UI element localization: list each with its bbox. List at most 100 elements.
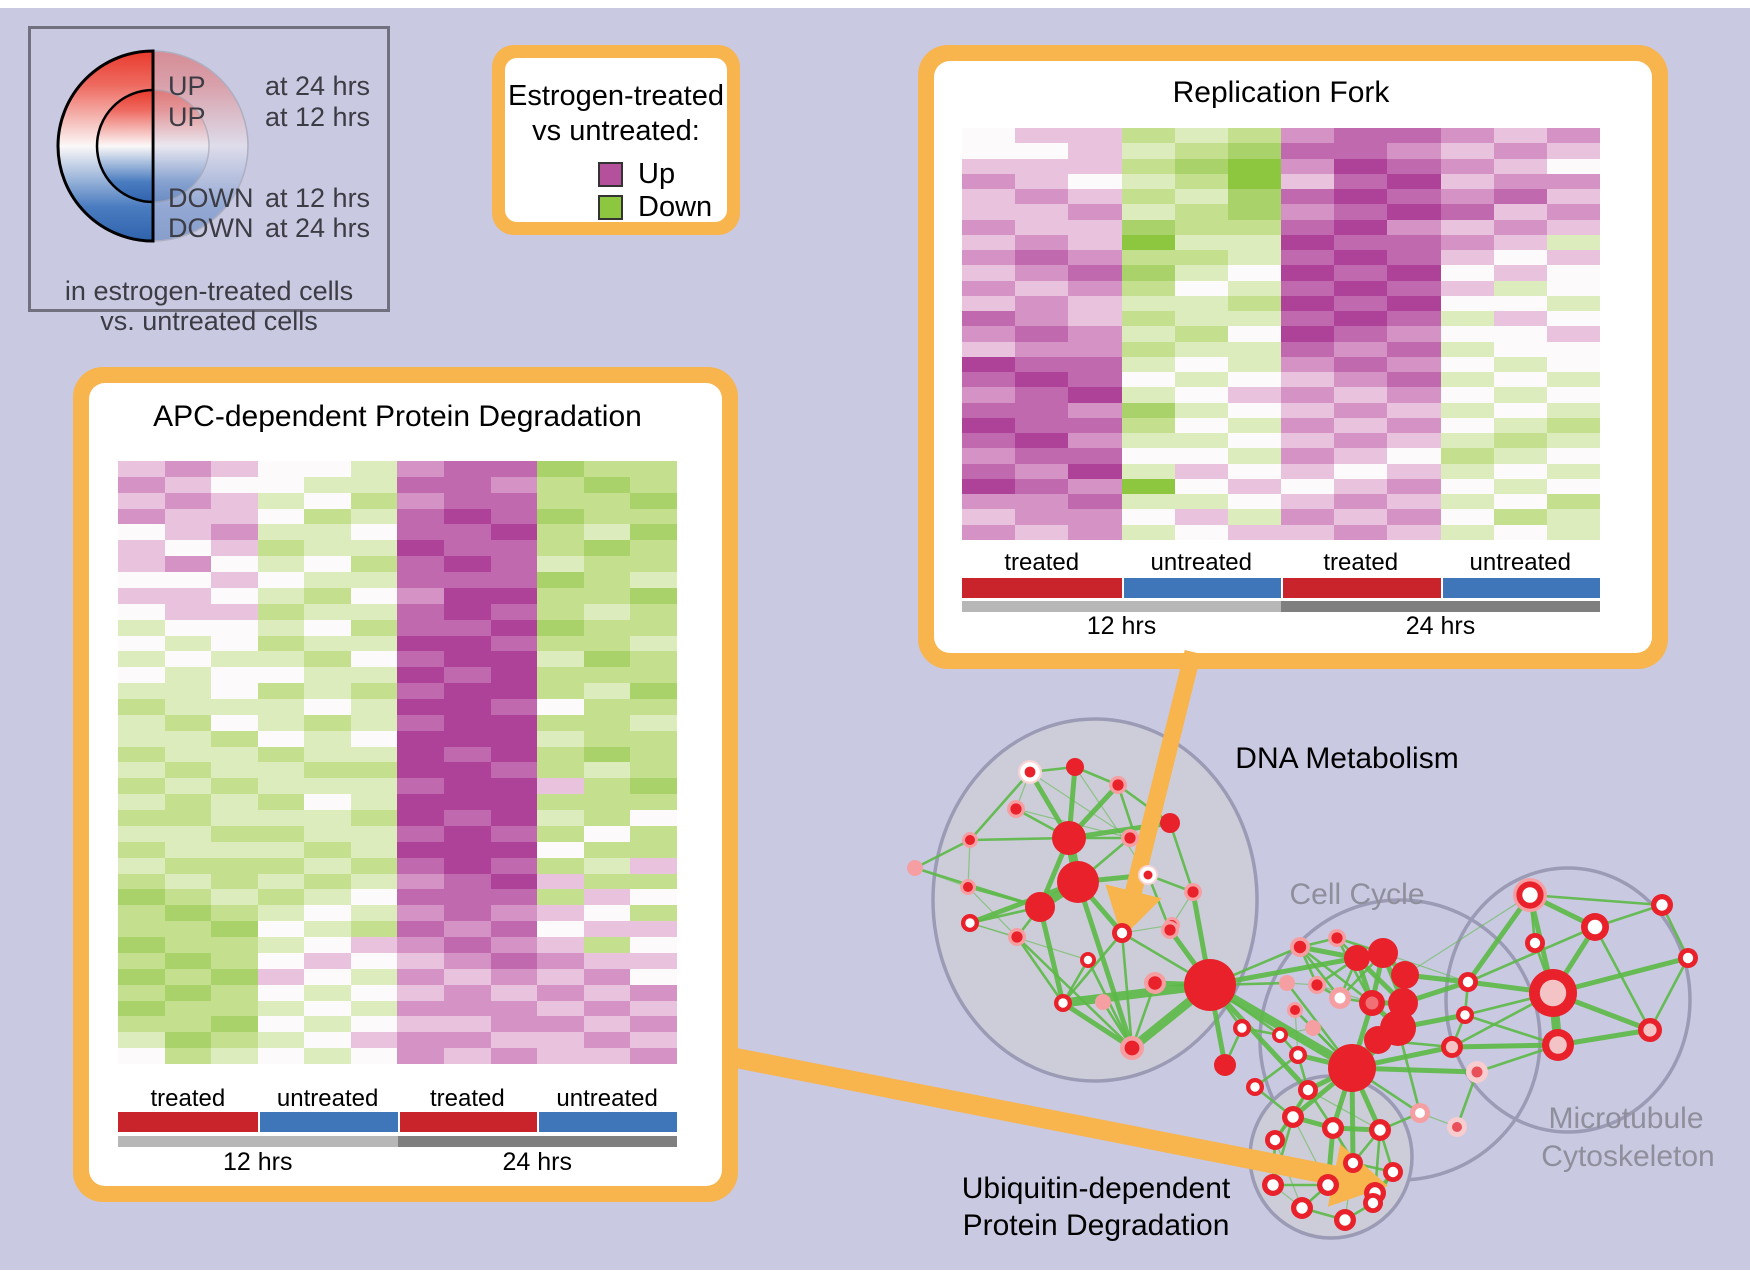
heatmap-cell	[490, 952, 538, 969]
heatmap-cell	[490, 619, 538, 636]
heatmap-cell	[1281, 402, 1335, 418]
heatmap-cell	[1227, 448, 1281, 464]
heatmap-cell	[257, 540, 305, 557]
heatmap-cell	[304, 810, 351, 826]
heatmap-cell	[537, 921, 584, 938]
heatmap-cell	[444, 968, 491, 985]
heatmap-cell	[1334, 524, 1388, 540]
network-node-ring	[1298, 1080, 1318, 1100]
heatmap-cell	[444, 984, 491, 1001]
cluster-label-cc: Cell Cycle	[1289, 878, 1425, 911]
heatmap-cell	[1281, 143, 1335, 159]
heatmap-cell	[1334, 478, 1388, 495]
heatmap-cell	[1121, 234, 1175, 251]
network-node-ringpink	[1513, 878, 1547, 912]
heatmap-cell	[211, 857, 258, 874]
network-node-ring	[1291, 1197, 1313, 1219]
heatmap-cell	[630, 651, 677, 668]
heatmap-cell	[350, 714, 398, 731]
network-edge	[1037, 906, 1066, 1004]
heatmap-cell	[630, 810, 677, 826]
heatmap-cell	[1387, 204, 1441, 220]
heatmap-cell	[118, 889, 165, 906]
heatmap-cell	[1015, 265, 1069, 281]
heatmap-cell	[962, 387, 1016, 403]
heatmap-cell	[1387, 326, 1441, 342]
heatmap-cell	[1334, 326, 1388, 342]
heatmap-cell	[1493, 295, 1547, 312]
rf-heatmap	[962, 128, 1600, 540]
heatmap-cell	[164, 889, 212, 906]
heatmap-cell	[490, 984, 538, 1001]
heatmap-cell	[164, 635, 212, 652]
heatmap-cell	[1015, 326, 1069, 342]
heatmap-cell	[1121, 265, 1175, 281]
heatmap-cell	[350, 619, 398, 636]
heatmap-cell	[304, 572, 351, 588]
heatmap-cell	[257, 1032, 305, 1049]
heatmap-cell	[1440, 509, 1494, 525]
heatmap-cell	[304, 968, 351, 985]
heatmap-cell	[164, 825, 212, 842]
heatmap-cell	[1068, 158, 1122, 174]
heatmap-cell	[304, 587, 351, 604]
heatmap-cell	[962, 250, 1016, 266]
heatmap-cell	[257, 825, 305, 842]
heatmap-cell	[350, 921, 398, 938]
heatmap-cell	[1387, 463, 1441, 479]
network-node-core	[1007, 800, 1025, 818]
heatmap-cell	[1334, 387, 1388, 403]
heatmap-cell	[490, 1016, 538, 1033]
heatmap-cell	[537, 524, 584, 541]
heatmap-cell	[211, 730, 258, 747]
heatmap-cell	[630, 746, 677, 763]
heatmap-cell	[1121, 311, 1175, 327]
heatmap-cell	[537, 587, 584, 604]
heatmap-cell	[444, 746, 491, 763]
heatmap-cell	[118, 984, 165, 1001]
network-node-pink	[1279, 975, 1295, 991]
heatmap-cell	[962, 478, 1016, 495]
heatmap-cell	[164, 778, 212, 795]
heatmap-cell	[350, 476, 398, 493]
heatmap-cell	[1121, 204, 1175, 220]
heatmap-cell	[118, 714, 165, 731]
heatmap-cell	[444, 699, 491, 715]
network-node-ring	[1054, 994, 1072, 1012]
heatmap-cell	[257, 952, 305, 969]
network-edge	[969, 771, 1031, 841]
cluster-label-mt: Cytoskeleton	[1541, 1140, 1715, 1173]
heatmap-cell	[350, 461, 398, 477]
heatmap-cell	[444, 476, 491, 493]
heatmap-cell	[350, 968, 398, 985]
network-edge	[914, 838, 971, 870]
network-node-core	[1109, 776, 1127, 794]
heatmap-cell	[1546, 219, 1600, 235]
heatmap-cell	[490, 810, 538, 826]
heatmap-cell	[583, 587, 631, 604]
heatmap-cell	[350, 905, 398, 922]
heatmap-cell	[304, 984, 351, 1001]
heatmap-cell	[211, 524, 258, 541]
heatmap-cell	[257, 1000, 305, 1017]
heatmap-cell	[1227, 341, 1281, 357]
heatmap-cell	[1281, 417, 1335, 434]
heatmap-cell	[1387, 509, 1441, 525]
heatmap-cell	[1546, 433, 1600, 449]
heatmap-cell	[1227, 280, 1281, 296]
heatmap-cell	[1546, 494, 1600, 510]
heatmap-cell	[1387, 234, 1441, 251]
heatmap-cell	[444, 921, 491, 938]
heatmap-cell	[1334, 417, 1388, 434]
heatmap-cell	[1493, 372, 1547, 388]
heatmap-cell	[1068, 250, 1122, 266]
heatmap-cell	[962, 494, 1016, 510]
heatmap-cell	[164, 762, 212, 779]
heatmap-cell	[630, 921, 677, 938]
heatmap-cell	[962, 463, 1016, 479]
network-node-ring	[1383, 1162, 1403, 1182]
heatmap-cell	[350, 524, 398, 541]
heatmap-cell	[537, 794, 584, 811]
heatmap-cell	[164, 873, 212, 890]
heatmap-cell	[118, 540, 165, 557]
